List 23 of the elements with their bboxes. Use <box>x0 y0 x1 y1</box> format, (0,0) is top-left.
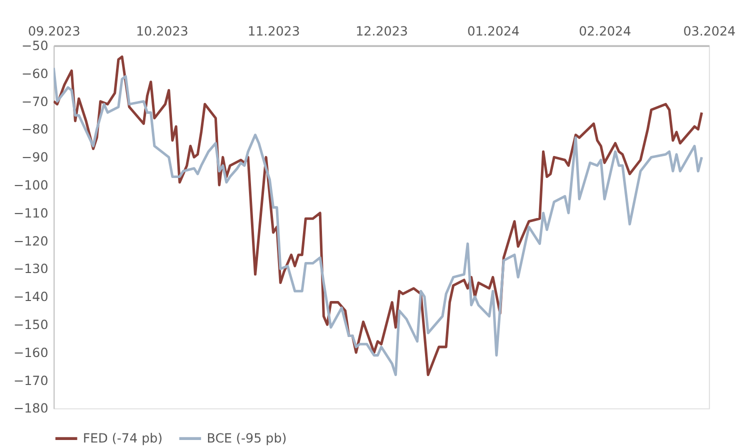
y-tick-label: −140 <box>14 289 48 304</box>
x-tick-label: 02.2024 <box>578 23 632 38</box>
y-tick-label: −50 <box>22 38 48 53</box>
y-tick-label: −70 <box>22 94 48 109</box>
y-tick-label: −180 <box>14 400 48 416</box>
x-tick-label: 01.2024 <box>467 23 520 38</box>
y-tick-label: −60 <box>22 66 48 81</box>
y-tick-label: −170 <box>14 372 48 388</box>
x-tick-label: 12.2023 <box>356 23 408 38</box>
legend-label: FED (-74 pb) <box>82 430 163 446</box>
x-tick-label: 03.2024 <box>683 23 736 38</box>
x-tick-label: 10.2023 <box>136 23 188 38</box>
y-tick-label: −90 <box>22 150 48 165</box>
x-tick-label: 11.2023 <box>248 23 300 38</box>
y-tick-label: −110 <box>14 205 48 220</box>
x-tick-label: 09.2023 <box>28 23 80 38</box>
legend-label: BCE (-95 pb) <box>206 430 287 446</box>
y-tick-label: −120 <box>14 233 48 248</box>
y-tick-label: −130 <box>14 261 48 276</box>
y-tick-label: −80 <box>22 122 48 137</box>
y-tick-label: −160 <box>14 344 48 360</box>
y-tick-label: −150 <box>14 317 48 332</box>
y-tick-label: −100 <box>14 177 48 192</box>
